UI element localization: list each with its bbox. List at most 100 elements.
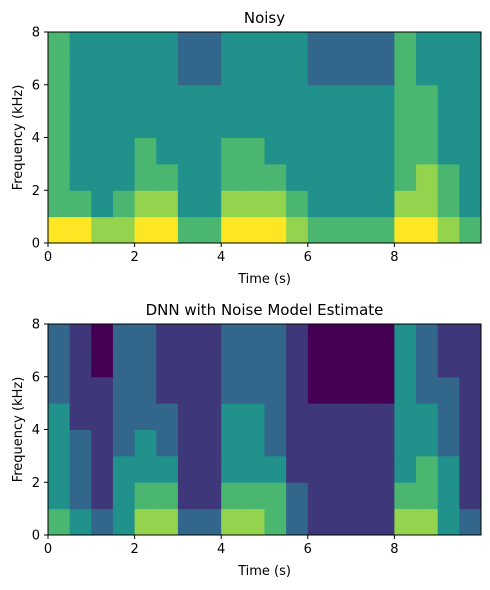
spectrogram-cell: [112, 216, 136, 244]
spectrogram-cell: [394, 376, 417, 404]
spectrogram-cell: [177, 58, 201, 86]
spectrogram-cell: [372, 137, 395, 165]
spectrogram-cell: [177, 482, 201, 510]
spectrogram-cell: [199, 350, 222, 378]
spectrogram-cell: [156, 216, 179, 244]
spectrogram-cell: [199, 376, 222, 404]
spectrogram-cell: [264, 376, 287, 404]
spectrogram-cell: [48, 350, 71, 378]
spectrogram-cell: [372, 455, 395, 483]
spectrogram-cell: [459, 508, 482, 536]
spectrogram-cell: [134, 58, 157, 86]
spectrogram-cell: [372, 84, 395, 112]
spectrogram-cell: [177, 190, 201, 218]
spectrogram-cell: [242, 350, 265, 378]
spectrogram-cell: [221, 403, 244, 430]
spectrogram-cell: [416, 376, 439, 404]
spectrogram-cell: [372, 508, 395, 536]
chart-title: Noisy: [244, 9, 285, 27]
spectrogram-cell: [221, 376, 244, 404]
spectrogram-cell: [91, 190, 114, 218]
spectrogram-cell: [112, 403, 136, 430]
spectrogram-cell: [112, 455, 136, 483]
spectrogram-cell: [221, 163, 244, 191]
spectrogram-cell: [156, 32, 179, 59]
spectrogram-cell: [242, 163, 265, 191]
spectrogram-cell: [307, 403, 330, 430]
spectrogram-cell: [134, 163, 157, 191]
y-tick-label: 6: [32, 370, 40, 385]
spectrogram-cell: [48, 111, 71, 138]
spectrogram-cell: [416, 111, 439, 138]
spectrogram-cell: [156, 137, 179, 165]
spectrogram-cell: [394, 350, 417, 378]
spectrogram-cell: [329, 137, 352, 165]
x-axis-label: Time (s): [237, 272, 291, 287]
x-tick-label: 2: [130, 542, 138, 557]
spectrogram-cell: [69, 508, 92, 536]
spectrogram-cell: [242, 482, 265, 510]
spectrogram-cell: [329, 324, 352, 351]
spectrogram-cell: [134, 508, 157, 536]
spectrogram-cell: [177, 403, 201, 430]
spectrogram-cell: [156, 508, 179, 536]
spectrogram-cell: [307, 508, 330, 536]
spectrogram-cell: [134, 324, 157, 351]
x-tick-label: 6: [304, 542, 312, 557]
spectrogram-cell: [156, 482, 179, 510]
y-tick-label: 2: [32, 184, 40, 199]
spectrogram-cell: [394, 111, 417, 138]
spectrogram-cell: [264, 137, 287, 165]
spectrogram-cell: [221, 350, 244, 378]
spectrogram-cell: [329, 216, 352, 244]
spectrogram-cell: [221, 84, 244, 112]
spectrogram-cell: [372, 32, 395, 59]
spectrogram-cell: [134, 111, 157, 138]
spectrogram-cell: [286, 137, 309, 165]
spectrogram-cell: [286, 84, 309, 112]
spectrogram-cell: [91, 111, 114, 138]
spectrogram-cell: [48, 32, 71, 59]
spectrogram-cell: [112, 190, 136, 218]
spectrogram-cell: [372, 58, 395, 86]
spectrogram-cell: [286, 190, 309, 218]
spectrogram-cell: [177, 137, 201, 165]
spectrogram-cell: [459, 32, 482, 59]
spectrogram-cell: [177, 508, 201, 536]
spectrogram-cell: [394, 163, 417, 191]
spectrogram-cell: [264, 324, 287, 351]
spectrogram-cell: [48, 137, 71, 165]
spectrogram-cell: [199, 508, 222, 536]
spectrogram-cell: [69, 403, 92, 430]
spectrogram-cell: [264, 216, 287, 244]
spectrogram-cell: [416, 216, 439, 244]
spectrogram-cell: [242, 429, 265, 457]
spectrogram-panel: 0 2 4 6 8 0 2 4 6 8 Noisy Time (s) Frequency (kHz): [11, 9, 482, 287]
spectrogram-cell: [459, 84, 482, 112]
spectrogram-cell: [156, 429, 179, 457]
spectrogram-cell: [112, 137, 136, 165]
spectrogram-cell: [156, 350, 179, 378]
spectrogram-cell: [264, 111, 287, 138]
spectrogram-cell: [242, 84, 265, 112]
spectrogram-cell: [264, 32, 287, 59]
x-tick-label: 8: [390, 542, 398, 557]
x-tick-label: 2: [130, 250, 138, 265]
y-tick-label: 8: [32, 26, 40, 41]
spectrogram-cell: [91, 163, 114, 191]
spectrogram-cell: [394, 324, 417, 351]
spectrogram-cell: [437, 137, 460, 165]
spectrogram-cell: [69, 137, 92, 165]
spectrogram-cell: [437, 508, 460, 536]
spectrogram-cell: [372, 350, 395, 378]
spectrogram-cell: [242, 190, 265, 218]
spectrogram-cell: [242, 216, 265, 244]
spectrogram-cell: [416, 403, 439, 430]
spectrogram-cell: [372, 216, 395, 244]
spectrogram-cell: [459, 111, 482, 138]
spectrogram-cell: [394, 429, 417, 457]
spectrogram-cell: [91, 137, 114, 165]
spectrogram-cell: [437, 482, 460, 510]
y-tick-label: 2: [32, 476, 40, 491]
